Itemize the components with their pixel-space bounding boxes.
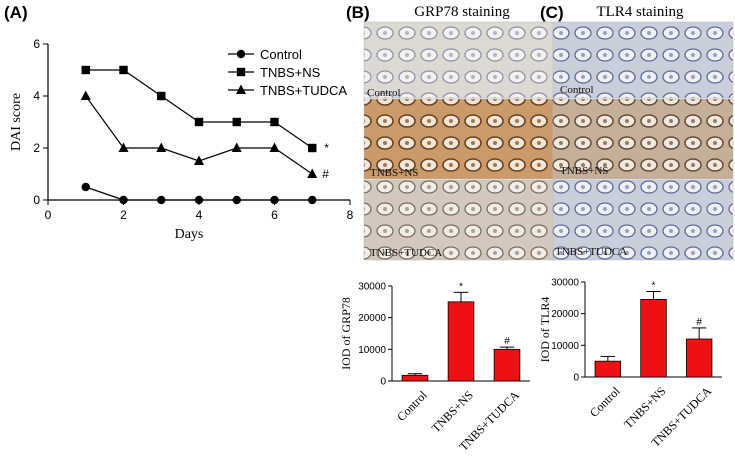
grp78-staining-images: Control TNBS+NS TNBS+TUDCA	[363, 21, 557, 261]
grp78-bar-chart: 0 10000 20000 30000 IOD of GRP78 Control * TNBS…	[339, 281, 530, 454]
panel-b-letter: (B)	[346, 3, 370, 22]
dai-point-tnbs-tudca	[269, 142, 280, 152]
dai-x-tick-label: 6	[271, 208, 278, 222]
tlr4-y-tick-label: 30000	[551, 278, 579, 289]
dai-point-tnbs-tudca	[231, 142, 242, 152]
grp78-photo-tnbs-ns	[363, 98, 557, 180]
grp78-photo-label-control: Control	[367, 87, 401, 99]
tlr4-y-tick-label: 10000	[551, 341, 579, 352]
dai-point-tnbs-tudca	[118, 142, 129, 152]
legend-marker-control	[236, 49, 246, 59]
grp78-category-label: Control	[394, 388, 430, 424]
dai-y-axis-title: DAI score	[9, 93, 24, 151]
legend-label-tnbs-ns: TNBS+NS	[260, 65, 321, 80]
tlr4-staining-images: Control TNBS+NS TNBS+TUDCA	[552, 21, 734, 261]
grp78-y-tick-label: 30000	[358, 282, 386, 293]
dai-point-tnbs-ns	[308, 143, 317, 153]
legend-marker-tnbs-ns	[236, 67, 246, 77]
tlr4-category-label: Control	[587, 384, 623, 420]
dai-significance-tnbs-ns: *	[324, 141, 329, 155]
grp78-y-tick-label: 20000	[358, 313, 386, 324]
dai-line-chart: 0 2 4 6 0 2 4 6 8 Days DAI score * # Control TNBS+NS TN…	[9, 37, 354, 242]
dai-point-tnbs-ns	[232, 117, 241, 127]
grp78-photo-label-tnbs-tudca: TNBS+TUDCA	[370, 247, 442, 259]
tlr4-photo-tnbs-tudca	[552, 179, 734, 261]
tlr4-bar-chart: 0 10000 20000 30000 IOD of TLR4 Control * TNBS+…	[538, 278, 722, 450]
tlr4-photo-tnbs-ns	[552, 98, 734, 180]
dai-point-control	[119, 195, 128, 205]
tlr4-bar	[640, 299, 667, 378]
tlr4-photo-label-tnbs-ns: TNBS+NS	[560, 165, 608, 177]
panel-a-letter: (A)	[4, 3, 28, 22]
grp78-photo-control	[363, 21, 557, 99]
tlr4-y-axis-title: IOD of TLR4	[538, 297, 552, 363]
dai-point-control	[194, 195, 204, 205]
tlr4-significance-label: *	[652, 281, 656, 292]
tlr4-y-tick-label: 20000	[551, 309, 579, 320]
tlr4-staining-title: TLR4 staining	[596, 4, 684, 20]
grp78-bar	[447, 301, 475, 382]
grp78-y-tick-label: 0	[380, 377, 386, 388]
dai-y-tick-label: 4	[33, 89, 40, 103]
grp78-photo-tnbs-tudca	[363, 179, 557, 261]
tlr4-significance-label: #	[696, 317, 702, 328]
panel-c-letter: (C)	[540, 3, 564, 22]
dai-point-control	[270, 195, 279, 205]
dai-point-control	[308, 195, 317, 205]
dai-significance-tnbs-tudca: #	[322, 167, 329, 181]
dai-point-tnbs-tudca	[80, 90, 91, 100]
grp78-photo-label-tnbs-ns: TNBS+NS	[370, 167, 418, 179]
grp78-y-axis-title: IOD of GRP78	[339, 297, 353, 370]
dai-point-tnbs-tudca	[156, 142, 167, 152]
grp78-y-tick-label: 10000	[358, 345, 386, 356]
grp78-bar	[401, 374, 429, 382]
tlr4-photo-control	[552, 21, 734, 99]
dai-point-tnbs-ns	[81, 65, 90, 75]
tlr4-bar	[685, 338, 713, 378]
dai-x-tick-label: 2	[120, 208, 127, 222]
dai-point-control	[81, 182, 90, 192]
tlr4-photo-label-tnbs-tudca: TNBS+TUDCA	[555, 246, 627, 258]
tlr4-photo-label-control: Control	[560, 84, 594, 96]
dai-y-tick-label: 6	[33, 37, 40, 51]
grp78-significance-label: #	[504, 336, 510, 347]
legend-label-control: Control	[260, 47, 302, 62]
legend-marker-tnbs-tudca	[236, 84, 246, 94]
dai-y-tick-label: 0	[33, 193, 40, 207]
dai-point-tnbs-tudca	[307, 168, 318, 178]
grp78-bar	[493, 348, 521, 382]
grp78-category-label: TNBS+NS	[429, 388, 476, 435]
dai-point-tnbs-ns	[157, 91, 166, 101]
grp78-staining-title: GRP78 staining	[414, 4, 510, 20]
dai-point-tnbs-tudca	[194, 155, 204, 165]
legend-label-tnbs-tudca: TNBS+TUDCA	[260, 83, 347, 98]
dai-x-tick-label: 4	[196, 208, 203, 222]
dai-point-control	[232, 195, 241, 205]
dai-x-tick-label: 0	[45, 208, 52, 222]
dai-x-tick-label: 8	[347, 208, 354, 222]
dai-x-axis-title: Days	[175, 227, 204, 242]
dai-y-tick-label: 2	[33, 141, 40, 155]
tlr4-category-label: TNBS+NS	[621, 384, 668, 431]
tlr4-bar	[594, 360, 622, 378]
grp78-significance-label: *	[459, 281, 463, 292]
dai-point-tnbs-ns	[194, 117, 204, 127]
tlr4-y-tick-label: 0	[573, 373, 579, 384]
dai-point-tnbs-ns	[119, 65, 128, 75]
dai-series-line-tnbs-ns	[85, 69, 313, 149]
dai-point-tnbs-ns	[270, 117, 279, 127]
dai-point-control	[157, 195, 166, 205]
